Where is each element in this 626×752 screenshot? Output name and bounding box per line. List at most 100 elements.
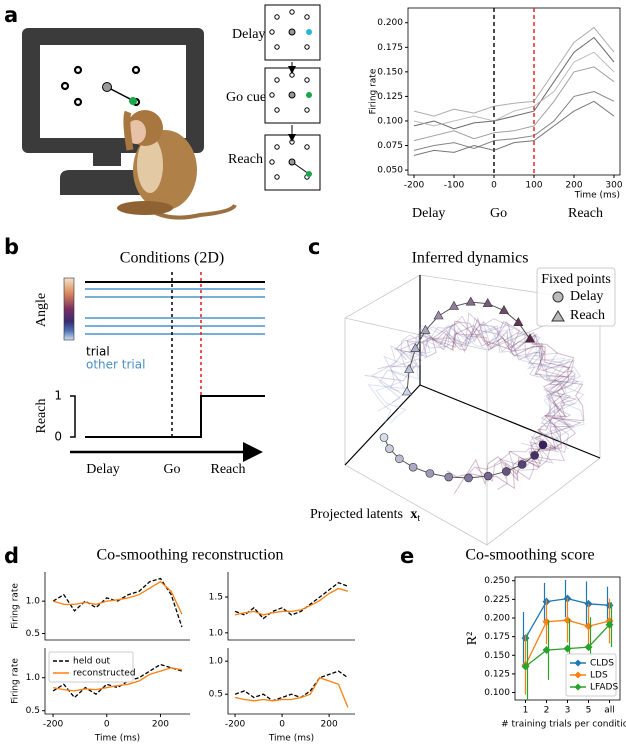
trajectory (424, 321, 577, 483)
y-tick-label: 0.225 (484, 595, 510, 605)
trajectory (370, 324, 581, 450)
panel-title: Inferred dynamics (412, 250, 529, 267)
y-tick-label: 0.5 (26, 706, 40, 716)
marker (563, 616, 572, 625)
legend-marker (574, 683, 582, 691)
phase-label: Go (163, 462, 180, 477)
legend-label: LFADS (590, 683, 618, 693)
target (274, 77, 280, 83)
target (304, 14, 310, 20)
series-line (234, 581, 349, 620)
target (289, 9, 295, 15)
condition-label: Reach (228, 152, 263, 167)
tick-label: 0 (54, 430, 62, 444)
reach-step (85, 395, 265, 438)
trajectory (375, 316, 584, 426)
target (269, 159, 275, 165)
target (304, 44, 310, 50)
marker (563, 644, 572, 653)
trajectory (418, 324, 585, 482)
target (289, 72, 295, 78)
chart: 0.5 1.0 -200 0 200 held out reconstructed Firin… (11, 648, 190, 744)
delay-fixed-point (538, 440, 548, 450)
trajectory (390, 328, 580, 482)
y-tick-label: 0.200 (484, 614, 510, 624)
series-line (413, 36, 615, 130)
panel-title: Conditions (2D) (120, 250, 224, 267)
arm (123, 110, 134, 151)
legend-marker (574, 659, 582, 667)
trajectory (393, 320, 583, 491)
x-tick-label: 3 (565, 706, 571, 716)
axis-label: Projected latents xt (310, 507, 420, 524)
monitor-stand (93, 152, 121, 166)
target (304, 144, 310, 150)
y-tick-label: 0.150 (484, 651, 510, 661)
y-axis-label: Firing rate (369, 68, 379, 114)
legend-marker (551, 310, 565, 322)
x-tick-label: 2 (544, 706, 550, 716)
tick-label: 1 (54, 389, 62, 403)
series-line (52, 577, 183, 628)
legend-label: Reach (570, 308, 605, 323)
delay-fixed-point (425, 469, 435, 478)
center-target (102, 82, 112, 92)
reach-fixed-point (433, 310, 444, 320)
reach-target (306, 171, 312, 177)
y-tick-label: 0.125 (484, 669, 510, 679)
delay-fixed-point (530, 451, 539, 460)
y-axis-label: Firing rate (11, 658, 21, 704)
target (304, 107, 310, 113)
series-line (234, 587, 349, 616)
condition-boxes (264, 4, 321, 191)
series-line (52, 580, 183, 615)
center-target (288, 158, 296, 166)
x-tick-label: 1 (523, 706, 529, 716)
x-tick-label: 0 (491, 181, 497, 191)
x-tick-label: -200 (43, 720, 64, 730)
trajectory (367, 327, 585, 436)
marker (584, 643, 593, 652)
trajectory (379, 325, 585, 442)
chart: 0.5 1.0 -200 0 200 Time (ms) (209, 648, 355, 744)
x-tick-label: 100 (525, 181, 542, 191)
axis-spine (44, 648, 190, 715)
phase-label: Reach (568, 206, 603, 221)
panel-label: d (4, 544, 19, 568)
reach-fixed-point (525, 333, 536, 343)
axis-symbol: x (410, 507, 417, 522)
y-tick-label: 1.0 (26, 597, 41, 607)
target (274, 44, 280, 50)
legend-label: CLDS (590, 659, 614, 669)
feet (117, 201, 173, 215)
target (304, 77, 310, 83)
reach-fixed-point (513, 317, 524, 326)
series-line (413, 51, 615, 127)
legend-label: trial (86, 345, 110, 359)
panel-label: b (4, 235, 19, 259)
x-tick-label: 200 (321, 720, 338, 730)
axis-spine (227, 648, 355, 715)
x-axis-label: Time (ms) (574, 191, 620, 201)
y-tick-label: 1.0 (209, 657, 224, 667)
plot-frame (407, 7, 621, 176)
phase-label: Delay (86, 462, 119, 477)
reach-fixed-point (420, 324, 431, 334)
axis-subscript: t (417, 513, 420, 524)
reach-fixed-point (498, 304, 509, 314)
x-tick-label: 200 (565, 181, 582, 191)
series-line (413, 26, 615, 117)
legend-frame (48, 651, 134, 683)
monitor-base (60, 170, 150, 195)
y-tick-label: 0.125 (377, 92, 403, 102)
y-tick-label: 0.075 (377, 141, 403, 151)
tail (148, 203, 237, 220)
x-tick-label: 5 (586, 706, 592, 716)
center-target (288, 28, 296, 36)
panel-label: e (400, 544, 414, 568)
condition-label: Go cue (226, 90, 266, 105)
y-tick-label: 0.175 (484, 632, 510, 642)
target (274, 174, 280, 180)
marker (542, 617, 551, 626)
reach-fixed-point (410, 343, 421, 352)
